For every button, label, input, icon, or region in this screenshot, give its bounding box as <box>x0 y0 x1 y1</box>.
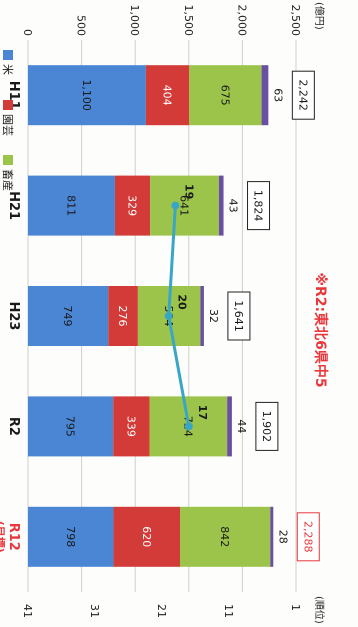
data-label: 795 <box>64 416 77 437</box>
rank-tick-label: 1 <box>289 604 302 611</box>
bar-segment-園芸 <box>113 506 181 567</box>
total-box <box>255 401 279 451</box>
data-label: 641 <box>178 195 191 216</box>
data-label: 811 <box>64 195 77 216</box>
y-tick-label: 2,500 <box>289 5 302 37</box>
legend-swatch-園芸 <box>3 100 13 110</box>
total-label: 2,242 <box>296 79 309 111</box>
bar-segment-畜産 <box>180 506 271 567</box>
data-label: 675 <box>218 85 231 106</box>
bar-segment-その他 <box>200 286 204 346</box>
rank-label: 19 <box>182 184 195 199</box>
legend-label: 園芸 <box>1 114 14 136</box>
legend-label: 米 <box>1 64 14 75</box>
data-label: 32 <box>207 309 220 323</box>
data-label: 276 <box>116 306 129 327</box>
data-label: 842 <box>218 526 231 547</box>
rank-tick-label: 21 <box>155 604 168 618</box>
annotation-text: ※R2:東北6県中5 <box>312 272 329 387</box>
total-label: 1,902 <box>260 411 273 443</box>
total-label: 1,824 <box>252 190 265 222</box>
rank-tick-label: 41 <box>21 604 34 618</box>
bar-segment-米 <box>27 506 114 567</box>
data-label: 28 <box>276 530 289 544</box>
bar-segment-畜産 <box>150 175 219 236</box>
bar-segment-その他 <box>227 396 232 457</box>
rank-tick-label: 31 <box>88 604 101 618</box>
y-tick-label: 2,000 <box>235 5 248 37</box>
category-label: H23 <box>6 302 21 331</box>
total-box <box>247 181 271 231</box>
category-label: H21 <box>6 191 21 220</box>
total-box <box>296 512 320 562</box>
total-label: 1,641 <box>232 300 245 332</box>
y-tick-label: 1,000 <box>128 5 141 37</box>
legend-label: 畜産 <box>1 169 15 191</box>
category-label: R12 <box>6 523 21 551</box>
data-label: 798 <box>64 526 77 547</box>
legend-swatch-米 <box>3 50 13 60</box>
rank-point <box>164 312 173 320</box>
bar-segment-米 <box>27 175 115 236</box>
rank-label: 20 <box>176 294 189 310</box>
data-label: 329 <box>126 195 139 216</box>
data-label: 63 <box>271 88 284 102</box>
rank-point <box>184 422 193 431</box>
rank-label: 17 <box>196 405 209 420</box>
data-label: 749 <box>61 306 74 327</box>
total-label: 2,288 <box>301 521 314 553</box>
data-label: 43 <box>227 199 240 213</box>
bar-segment-米 <box>28 286 109 346</box>
bar-segment-園芸 <box>114 175 151 236</box>
data-label: 404 <box>161 85 174 106</box>
total-box <box>291 70 315 120</box>
total-box <box>227 291 251 341</box>
y-tick-label: 500 <box>75 15 88 36</box>
data-label: 620 <box>140 526 153 547</box>
bar-segment-畜産 <box>189 65 262 126</box>
bar-segment-園芸 <box>108 286 138 346</box>
bar-segment-その他 <box>270 506 274 567</box>
bar-segment-その他 <box>218 175 224 236</box>
data-label: 44 <box>235 419 248 433</box>
rank-axis-unit: (順位) <box>313 596 326 624</box>
legend-swatch-畜産 <box>3 155 13 165</box>
data-label: 1,100 <box>80 79 93 111</box>
data-label: 339 <box>124 416 137 437</box>
bar-segment-米 <box>28 65 146 126</box>
rank-tick-label: 11 <box>222 604 235 618</box>
bar-segment-園芸 <box>145 65 190 126</box>
category-note: (目標) <box>0 521 7 553</box>
y-tick-label: 0 <box>21 29 34 36</box>
y-tick-label: 1,500 <box>182 5 195 37</box>
bar-segment-その他 <box>261 65 269 126</box>
rank-point <box>171 201 180 210</box>
category-label: R2 <box>6 417 21 436</box>
bar-segment-園芸 <box>113 396 150 457</box>
bar-segment-米 <box>28 396 114 457</box>
y-axis-unit: (億円) <box>313 2 326 30</box>
